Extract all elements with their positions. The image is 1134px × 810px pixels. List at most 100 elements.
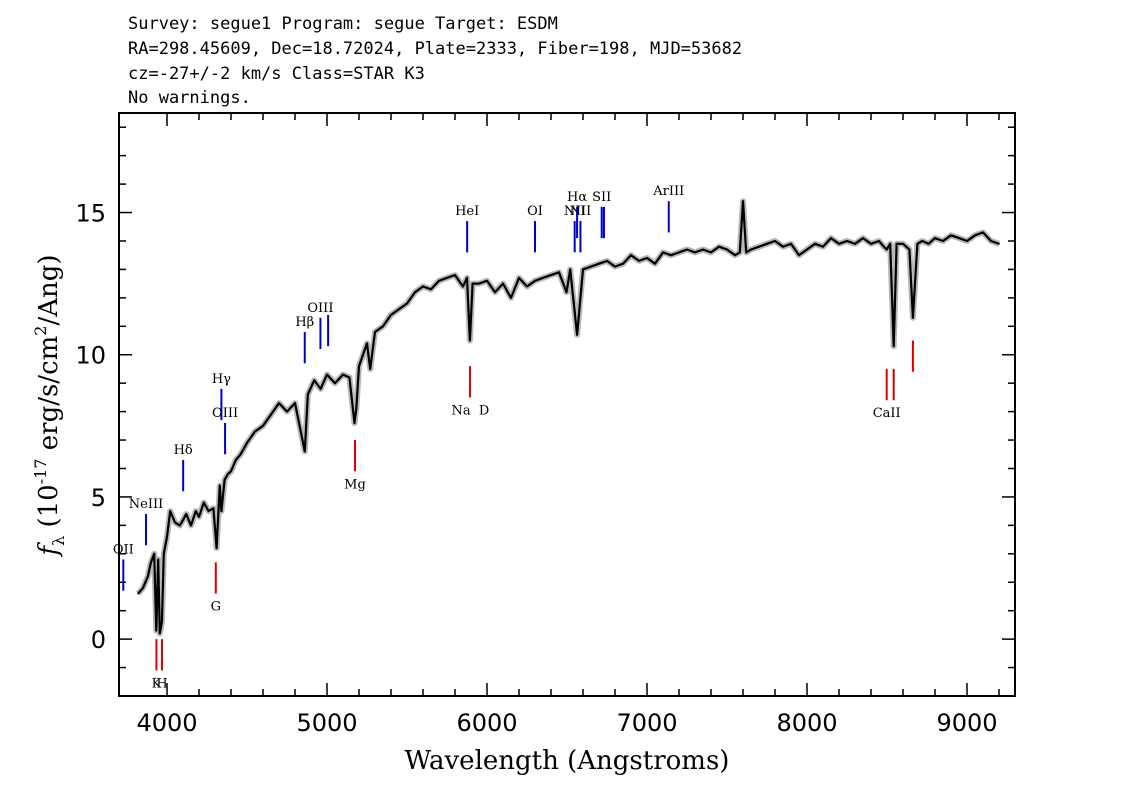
flux-data-point (806, 248, 808, 251)
flux-data-point (286, 410, 288, 413)
flux-data-point (646, 257, 648, 259)
flux-data-point (369, 368, 372, 370)
y-tick-label: 10 (75, 342, 106, 370)
flux-data-point (355, 407, 358, 410)
flux-data-point (198, 515, 200, 518)
flux-data-point (162, 552, 165, 555)
flux-data-point (294, 402, 296, 404)
flux-data-point (230, 470, 232, 473)
flux-data-point (398, 308, 400, 311)
flux-data-point (220, 510, 223, 513)
flux-data-point (662, 251, 664, 254)
flux-data-point (934, 237, 936, 240)
header-line-3: cz=-27+/-2 km/s Class=STAR K3 (128, 64, 425, 84)
flux-data-point (334, 382, 336, 385)
flux-data-point (174, 521, 176, 524)
flux-data-point (738, 251, 741, 254)
flux-data-point (366, 342, 368, 345)
x-tick-label: 5000 (296, 709, 357, 737)
flux-data-point (239, 453, 242, 456)
flux-data-point (718, 245, 720, 248)
flux-data-point (202, 501, 205, 504)
flux-data-point (998, 242, 1000, 245)
flux-data-point (870, 242, 872, 245)
emission-line-label: ArIII (652, 184, 684, 199)
flux-data-point (218, 484, 221, 487)
flux-data-point (303, 450, 306, 453)
emission-line-label: OIII (212, 406, 238, 421)
flux-data-point (306, 393, 309, 396)
flux-data-point (342, 373, 344, 376)
flux-data-point (526, 285, 528, 288)
flux-data-point (982, 231, 984, 234)
flux-data-point (606, 259, 608, 262)
flux-data-point (885, 248, 888, 251)
flux-data-point (678, 251, 680, 254)
flux-data-point (466, 277, 468, 279)
flux-data-point (782, 245, 784, 248)
flux-data-point (590, 265, 592, 268)
x-tick-label: 7000 (616, 709, 677, 737)
flux-data-point (414, 291, 416, 294)
flux-data-point (966, 240, 968, 242)
flux-data-point (854, 242, 856, 245)
emission-line-label: OI (527, 204, 543, 219)
y-tick-label: 15 (75, 200, 106, 228)
flux-data-point (878, 240, 880, 242)
flux-data-point (190, 524, 192, 527)
flux-data-point (406, 302, 408, 305)
flux-data-point (798, 254, 800, 257)
flux-data-point (226, 473, 229, 476)
flux-data-point (565, 291, 568, 294)
flux-data-point (358, 365, 360, 368)
flux-data-point (950, 234, 952, 237)
emission-line-label: Hγ (212, 372, 231, 387)
absorption-line-label: K (152, 676, 162, 691)
y-axis-title-unit-b: erg/s/cm (34, 336, 64, 459)
flux-data-point (892, 345, 895, 348)
flux-data-point (478, 282, 480, 285)
flux-data-point (569, 268, 572, 271)
header-line-2: RA=298.45609, Dec=18.72024, Plate=2333, … (128, 39, 742, 59)
flux-data-point (921, 240, 924, 242)
flux-data-point (223, 478, 226, 481)
flux-data-point (576, 333, 578, 336)
flux-error-band (135, 198, 1000, 637)
x-tick-label: 4000 (136, 709, 197, 737)
emission-line-label: OII (113, 542, 134, 557)
flux-data-point (348, 376, 351, 379)
absorption-line-label: Na (451, 403, 470, 418)
flux-data-point (927, 242, 930, 245)
flux-data-point (153, 552, 156, 555)
flux-data-point (638, 259, 640, 262)
flux-data-point (598, 262, 600, 265)
emission-line-label: HeI (455, 204, 479, 219)
flux-data-point (630, 254, 632, 257)
emission-line-label: NII (570, 204, 592, 219)
flux-data-point (534, 279, 536, 282)
flux-data-point (319, 387, 322, 390)
flux-data-point (178, 524, 181, 527)
emission-line-label: NeIII (129, 497, 163, 512)
y-axis-title-unit-a: (10 (34, 484, 64, 536)
flux-data-point (766, 242, 768, 245)
flux-data-point (902, 242, 904, 245)
flux-data-point (212, 507, 215, 510)
flux-data-point (313, 379, 316, 382)
flux-data-point (582, 268, 584, 271)
emission-line-label: NII (564, 204, 586, 219)
flux-data-point (830, 237, 832, 240)
flux-data-point (166, 535, 168, 538)
flux-data-point (686, 248, 688, 251)
flux-data-point (454, 274, 456, 277)
absorption-line-label: H (156, 676, 167, 691)
flux-data-point (758, 245, 760, 248)
flux-data-point (862, 237, 864, 240)
y-tick-label: 0 (91, 626, 106, 654)
flux-data-point (942, 240, 944, 242)
flux-data-point (390, 314, 392, 316)
absorption-line-label: CaII (873, 406, 901, 421)
flux-data-point (468, 339, 471, 342)
flux-data-point (838, 242, 840, 245)
